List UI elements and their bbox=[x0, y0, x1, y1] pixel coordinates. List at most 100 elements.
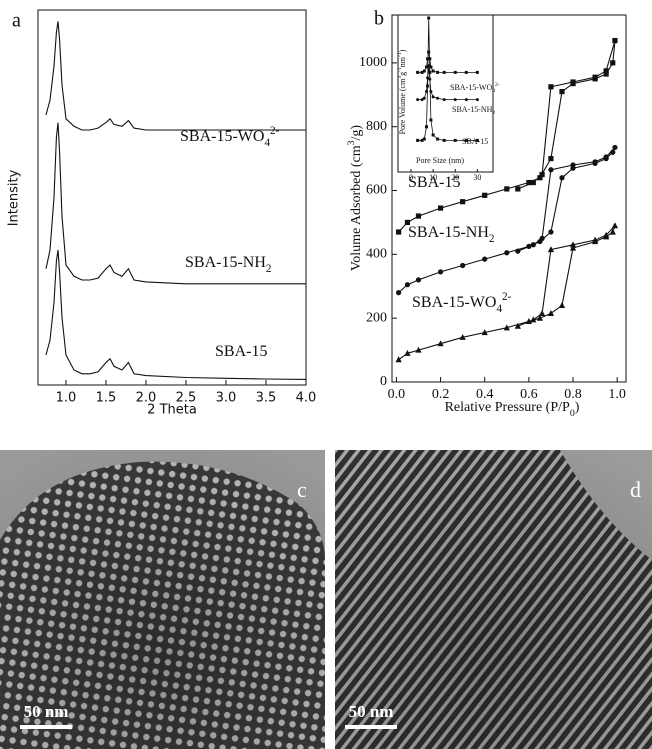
text-part: Pore Volume (cm bbox=[398, 78, 407, 134]
series-label: SBA-15-NH2 bbox=[408, 224, 494, 245]
series-label: SBA-15 bbox=[215, 343, 267, 360]
marker bbox=[404, 282, 411, 288]
series-line bbox=[45, 249, 307, 380]
text-part: Relative Pressure (P/P bbox=[445, 400, 570, 415]
marker bbox=[453, 138, 457, 142]
marker bbox=[481, 329, 488, 336]
series-line bbox=[45, 21, 306, 131]
x-tick-label: 1.0 bbox=[56, 391, 77, 406]
text-part: SBA-15 bbox=[215, 343, 267, 360]
series-label: SBA-15-WO42- bbox=[180, 125, 280, 149]
text-part: 3 bbox=[346, 140, 357, 145]
marker bbox=[436, 96, 440, 100]
marker bbox=[416, 70, 420, 74]
marker bbox=[464, 98, 468, 102]
marker bbox=[453, 70, 457, 74]
x-tick-label: 3.5 bbox=[256, 391, 277, 406]
series-label: SBA-15-WO42- bbox=[412, 291, 512, 315]
tem-image-d bbox=[335, 450, 652, 749]
marker bbox=[416, 138, 420, 142]
marker bbox=[464, 138, 468, 142]
marker bbox=[525, 317, 532, 324]
marker bbox=[416, 98, 420, 102]
marker bbox=[610, 60, 616, 66]
marker bbox=[547, 310, 555, 316]
marker bbox=[504, 186, 510, 192]
marker bbox=[475, 98, 479, 102]
series-label: SBA-15-WO42- bbox=[450, 82, 500, 94]
x-tick-label: 1.0 bbox=[608, 387, 626, 402]
marker bbox=[559, 88, 565, 95]
inset-background bbox=[398, 15, 493, 172]
marker bbox=[526, 243, 532, 249]
marker bbox=[609, 228, 616, 235]
marker bbox=[539, 171, 545, 178]
text-part: 4 bbox=[492, 88, 495, 94]
marker bbox=[603, 231, 610, 238]
marker bbox=[424, 125, 428, 129]
y-axis-label: Pore Volume (cm3g-1nm-1) bbox=[397, 49, 407, 134]
x-tick-label: 0.0 bbox=[388, 387, 406, 402]
tem-image-c bbox=[0, 450, 325, 749]
marker bbox=[548, 167, 554, 173]
marker bbox=[442, 138, 446, 142]
marker bbox=[548, 229, 554, 235]
text-part: SBA-15-WO bbox=[450, 83, 492, 92]
x-tick-label: 0.8 bbox=[564, 387, 582, 402]
text-part: 2 bbox=[489, 233, 495, 245]
marker bbox=[591, 236, 599, 243]
marker bbox=[548, 84, 554, 90]
marker bbox=[428, 70, 432, 74]
marker bbox=[395, 356, 402, 363]
marker bbox=[610, 149, 616, 155]
y-tick-label: 600 bbox=[366, 183, 387, 198]
y-axis-label: Volume Adsorbed (cm3/g) bbox=[346, 125, 364, 272]
marker bbox=[437, 340, 444, 347]
panel-label: c bbox=[297, 477, 307, 502]
marker bbox=[603, 71, 609, 77]
marker bbox=[431, 69, 435, 73]
marker bbox=[437, 269, 444, 275]
text-part: ) bbox=[575, 400, 580, 415]
marker bbox=[482, 192, 488, 198]
y-tick-label: 0 bbox=[380, 374, 387, 389]
marker bbox=[537, 175, 543, 181]
marker bbox=[515, 248, 521, 254]
text-part: 4 bbox=[496, 303, 502, 315]
series-line bbox=[45, 122, 306, 285]
x-axis-label: 2 Theta bbox=[147, 403, 197, 418]
series-label: SBA-15-NH2 bbox=[185, 254, 271, 275]
marker bbox=[570, 162, 576, 168]
marker bbox=[548, 156, 554, 162]
series-label: SBA-15-NH2 bbox=[452, 105, 495, 116]
marker bbox=[415, 213, 422, 219]
y-tick-label: 200 bbox=[366, 310, 387, 325]
marker bbox=[475, 70, 479, 74]
text-part: /g) bbox=[349, 125, 364, 141]
marker bbox=[415, 346, 422, 353]
series-label: SBA-15 bbox=[408, 174, 460, 191]
marker bbox=[453, 98, 457, 102]
marker bbox=[420, 98, 424, 102]
text-part: SBA-15-NH bbox=[452, 105, 493, 114]
panel-label: b bbox=[374, 8, 384, 30]
marker bbox=[431, 95, 435, 99]
chart-panel: 1.0 1.5 2.0 2.5 3.0 3.5 4.0 a 2 Theta Intensity SB… bbox=[7, 9, 316, 418]
text-part: 4 bbox=[264, 137, 270, 149]
marker bbox=[569, 241, 577, 248]
chart-panel: 0.0 0.2 0.4 0.6 0.8 1.002004006008001000bRela… bbox=[346, 8, 627, 419]
text-part: nm bbox=[398, 56, 407, 67]
marker bbox=[612, 144, 618, 151]
marker bbox=[475, 138, 479, 142]
marker bbox=[422, 96, 426, 100]
marker bbox=[422, 69, 426, 73]
marker bbox=[464, 70, 468, 74]
scale-bar-label: 50 nm bbox=[349, 702, 394, 721]
text-part: SBA-15 bbox=[462, 137, 488, 146]
marker bbox=[530, 316, 537, 323]
text-part: g bbox=[398, 72, 407, 76]
text-part: Volume Adsorbed (cm bbox=[349, 145, 364, 271]
x-tick-label: 1.5 bbox=[96, 391, 117, 406]
marker bbox=[515, 186, 521, 192]
series-label: SBA-15 bbox=[462, 137, 488, 146]
